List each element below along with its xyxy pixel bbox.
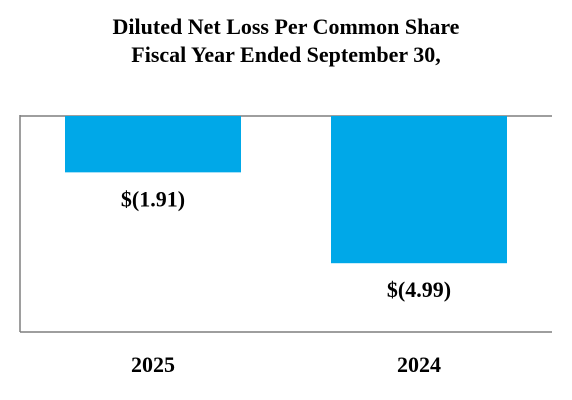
data-label-2025: $(1.91) — [121, 186, 185, 211]
bar-2024 — [331, 116, 507, 264]
chart-subtitle: Fiscal Year Ended September 30, — [131, 42, 441, 67]
x-tick-label-2024: 2024 — [397, 352, 441, 377]
chart-title: Diluted Net Loss Per Common Share — [112, 14, 460, 39]
bar-2025 — [65, 116, 241, 173]
x-tick-label-2025: 2025 — [131, 352, 175, 377]
data-label-2024: $(4.99) — [387, 277, 451, 302]
